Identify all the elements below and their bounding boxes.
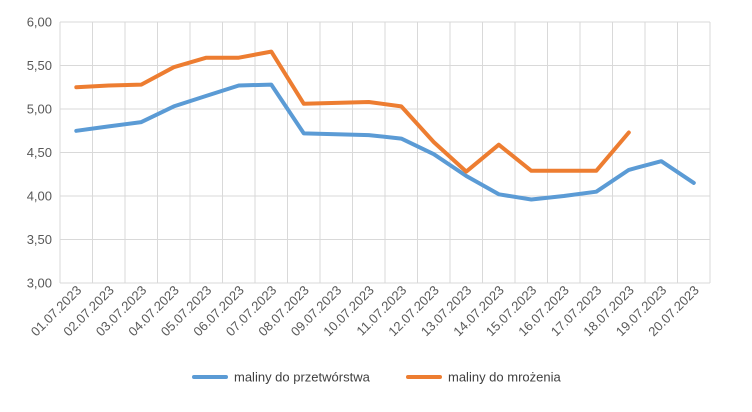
series-line-2 <box>74 49 631 174</box>
y-tick-label: 5,50 <box>27 58 52 73</box>
y-tick-label: 3,00 <box>27 276 52 291</box>
y-axis-ticks: 3,00 3,50 4,00 4,50 5,00 5,50 6,00 <box>27 15 52 291</box>
y-tick-label: 4,00 <box>27 189 52 204</box>
legend-label: maliny do przetwórstwa <box>234 370 371 385</box>
y-tick-label: 5,00 <box>27 102 52 117</box>
series-layer <box>74 49 696 202</box>
x-axis-ticks: 01.07.202302.07.202303.07.202304.07.2023… <box>28 283 702 340</box>
series-line-1 <box>74 82 696 202</box>
y-tick-label: 3,50 <box>27 232 52 247</box>
legend: maliny do przetwórstwa maliny do mrożenia <box>192 370 561 385</box>
legend-label: maliny do mrożenia <box>448 370 561 385</box>
y-tick-label: 6,00 <box>27 15 52 30</box>
y-tick-label: 4,50 <box>27 145 52 160</box>
